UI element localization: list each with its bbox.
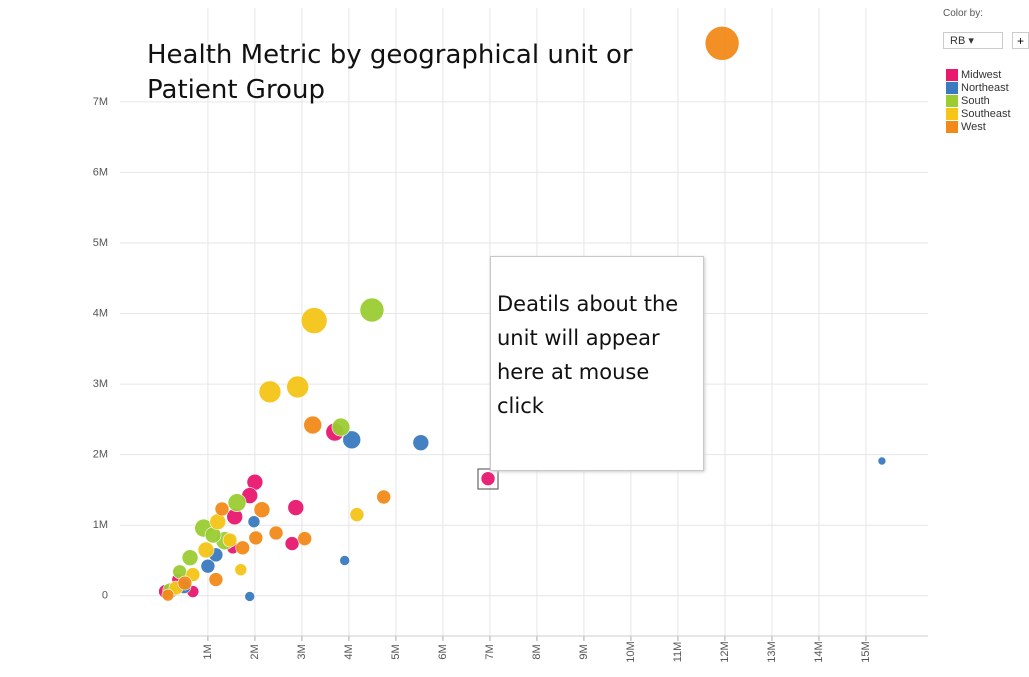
legend-label: Northeast: [961, 82, 1009, 94]
legend-swatch: [946, 82, 958, 94]
y-tick-label: 0: [102, 590, 108, 602]
selection-box: [477, 468, 499, 490]
legend-swatch: [946, 108, 958, 120]
point: [303, 415, 323, 435]
add-button[interactable]: +: [1012, 32, 1029, 49]
point: [286, 375, 309, 399]
x-tick-label: 11M: [672, 642, 684, 663]
point: [284, 536, 300, 551]
point: [342, 430, 362, 450]
point: [222, 532, 238, 548]
point: [235, 540, 250, 556]
legend-swatch: [946, 95, 958, 107]
point: [181, 549, 199, 566]
x-tick-label: 14M: [813, 641, 825, 662]
color-by-label: Color by:: [943, 8, 984, 19]
legend-swatch: [946, 69, 958, 81]
point: [349, 507, 365, 522]
point: [244, 591, 256, 602]
x-tick-label: 7M: [484, 644, 496, 659]
x-tick-label: 10M: [625, 641, 637, 662]
x-tick-label: 8M: [531, 644, 543, 659]
x-tick-label: 2M: [249, 644, 261, 659]
y-tick-label: 5M: [93, 237, 108, 249]
point: [331, 417, 351, 437]
point: [268, 525, 284, 541]
y-tick-label: 3M: [93, 378, 108, 390]
x-tick-label: 1M: [202, 644, 214, 659]
point: [253, 501, 271, 518]
y-tick-label: 7M: [93, 96, 108, 108]
legend-swatch: [946, 121, 958, 133]
point: [339, 555, 350, 566]
legend-label: Southeast: [961, 108, 1011, 120]
point: [197, 541, 215, 559]
x-tick-label: 9M: [578, 644, 590, 659]
point: [227, 493, 247, 512]
point: [704, 25, 740, 61]
x-tick-label: 4M: [343, 644, 355, 659]
point: [161, 588, 175, 602]
point: [877, 456, 887, 466]
x-tick-label: 3M: [296, 644, 308, 659]
legend-label: Midwest: [961, 69, 1001, 81]
x-tick-label: 13M: [766, 641, 778, 662]
point: [247, 515, 261, 528]
point: [258, 380, 282, 404]
x-tick-label: 12M: [719, 641, 731, 662]
y-tick-label: 6M: [93, 166, 108, 178]
y-tick-label: 2M: [93, 449, 108, 461]
x-tick-label: 6M: [437, 644, 449, 659]
point: [287, 499, 305, 516]
point: [234, 563, 248, 576]
point: [177, 575, 193, 591]
point: [200, 558, 216, 574]
point: [214, 501, 230, 517]
point: [297, 531, 313, 546]
details-tooltip: Deatils about the unit will appear here …: [490, 256, 704, 471]
point: [359, 297, 385, 323]
x-tick-label: 15M: [860, 641, 872, 662]
y-tick-label: 4M: [93, 307, 108, 319]
point: [208, 572, 224, 587]
x-tick-label: 5M: [390, 644, 402, 659]
point: [376, 489, 391, 505]
color-dropdown[interactable]: RB ▾: [943, 32, 1003, 49]
point: [248, 530, 264, 546]
y-tick-label: 1M: [93, 519, 108, 531]
point: [412, 434, 430, 451]
legend-label: South: [961, 95, 990, 107]
chart-title: Health Metric by geographical unit or Pa…: [147, 40, 633, 105]
point: [300, 307, 328, 334]
point: [480, 471, 496, 486]
legend-label: West: [961, 121, 986, 133]
